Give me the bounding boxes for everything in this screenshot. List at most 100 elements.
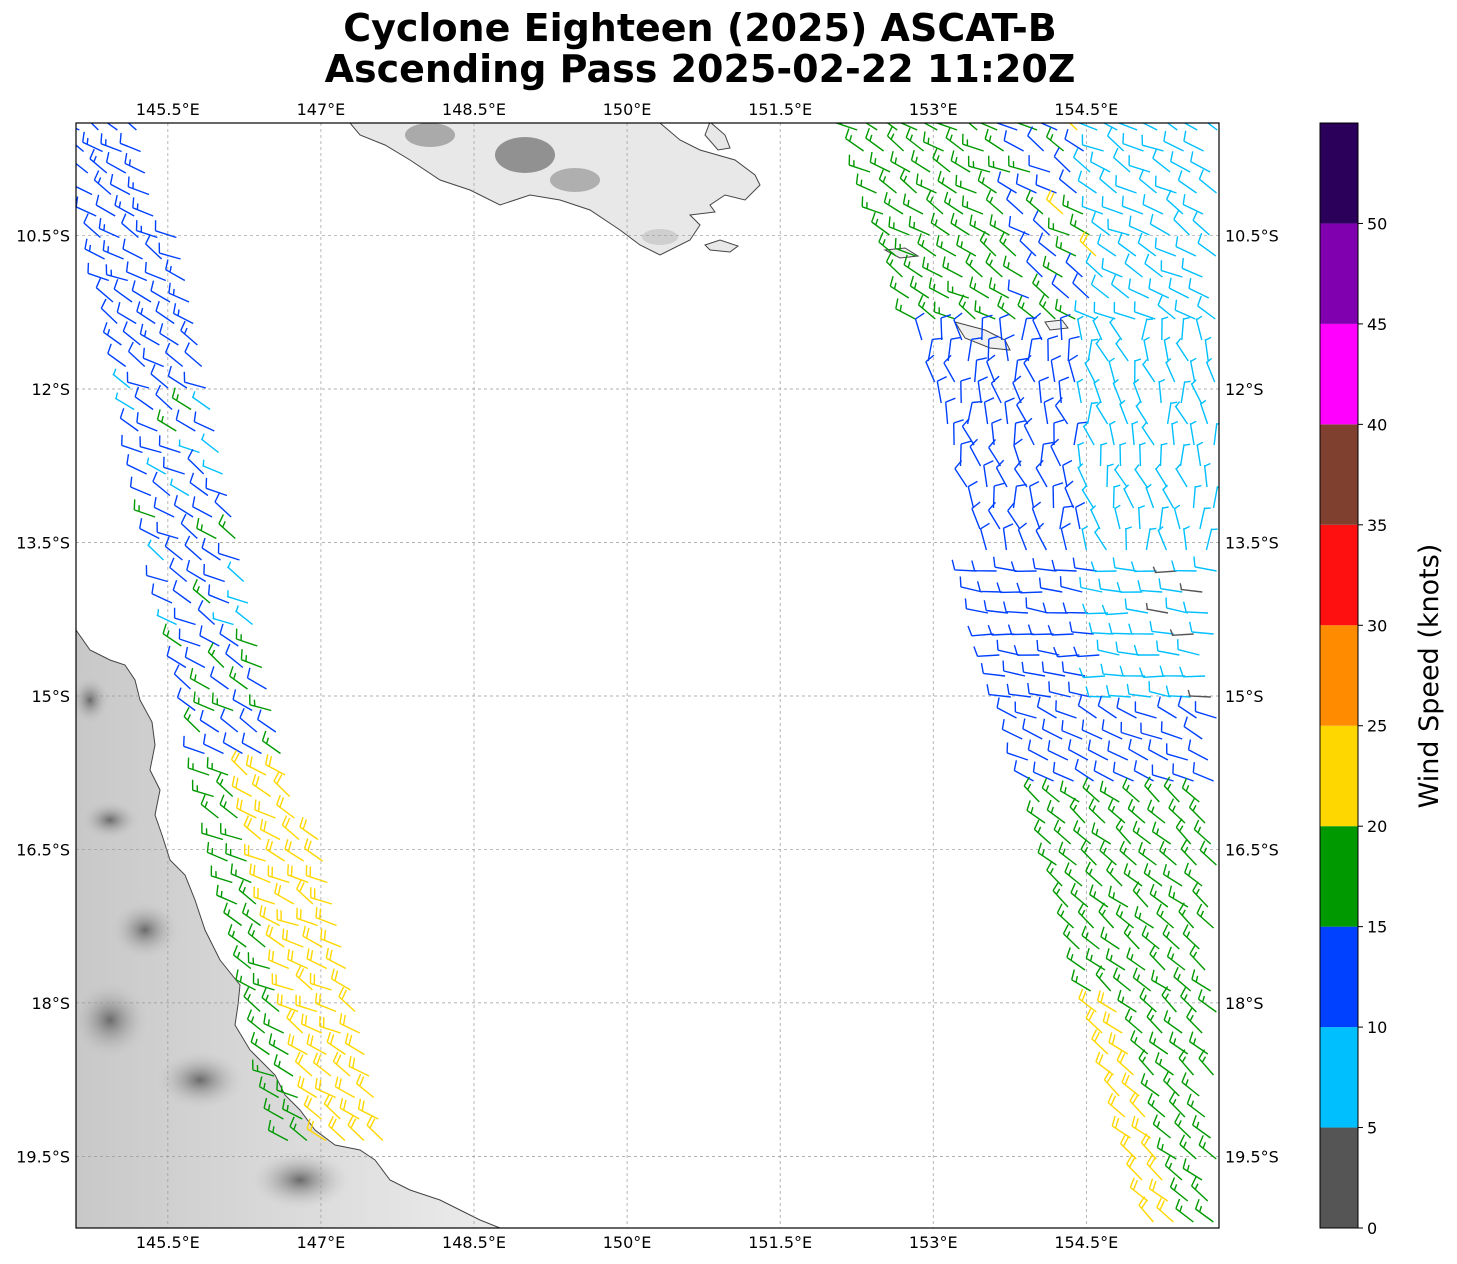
wind-barb-519: [1159, 442, 1168, 467]
lon-tick-bottom-1: 147°E: [297, 1233, 346, 1252]
wind-barb-167: [225, 843, 247, 862]
wind-barb-67: [156, 409, 177, 432]
wind-barb-367: [1079, 231, 1097, 257]
wind-barb-739: [1052, 881, 1069, 908]
wind-barb-706: [1069, 797, 1086, 824]
wind-barb-496: [961, 418, 975, 446]
wind-barb-114: [234, 605, 254, 626]
wind-barb-208: [243, 986, 261, 1013]
wind-barb-530: [1113, 464, 1128, 488]
wind-barb-461: [1108, 357, 1116, 383]
wind-barb-792: [1148, 1031, 1169, 1055]
wind-barb-507: [1189, 420, 1197, 446]
wind-barb-660: [1116, 697, 1137, 719]
wind-barb-501: [1073, 421, 1089, 446]
wind-barb-223: [306, 1033, 327, 1056]
wind-barb-729: [1180, 839, 1197, 866]
wind-barb-615: [1088, 622, 1114, 635]
wind-barb-663: [1177, 695, 1197, 719]
wind-barb-641: [1159, 665, 1186, 677]
wind-barb-325: [902, 193, 924, 215]
wind-barb-139: [257, 709, 277, 733]
wind-barb-671: [1120, 721, 1143, 740]
wind-barb-210: [276, 993, 299, 1013]
lat-tick-right-3: 15°S: [1225, 687, 1264, 706]
wind-barb-287: [848, 154, 871, 173]
wind-barb-481: [945, 397, 956, 425]
wind-barb-508: [1213, 423, 1219, 446]
wind-barb-55: [112, 368, 131, 389]
wind-barb-704: [1026, 800, 1046, 824]
wind-barb-343: [930, 212, 950, 236]
wind-barb-168: [244, 843, 266, 862]
wind-barb-489: [1095, 400, 1109, 425]
wind-barb-783: [1085, 1008, 1103, 1034]
wind-barb-726: [1119, 840, 1137, 866]
lon-tick-bottom-5: 153°E: [909, 1233, 958, 1252]
wind-barb-419: [1157, 295, 1176, 320]
wind-barb-611: [1007, 624, 1034, 636]
wind-barb-478: [1158, 378, 1166, 404]
wind-barb-250: [836, 123, 858, 131]
wind-barb-552: [1059, 505, 1075, 530]
wind-barb-669: [1081, 719, 1103, 740]
wind-barb-206: [309, 972, 332, 991]
wind-barb-79: [202, 459, 223, 475]
wind-barb-357: [878, 232, 897, 257]
wind-barb-333: [1062, 194, 1084, 215]
wind-barb-32: [125, 261, 148, 282]
wind-barb-61: [134, 386, 154, 411]
lon-tick-top-3: 150°E: [603, 100, 652, 119]
wind-barb-543: [1123, 484, 1135, 509]
wind-barb-542: [1112, 484, 1121, 509]
wind-barb-65: [119, 408, 139, 432]
wind-barb-829: [1138, 1196, 1154, 1223]
wind-barb-106: [172, 579, 192, 604]
wind-barb-4: [76, 144, 85, 153]
wind-barb-315: [1058, 169, 1077, 194]
wind-barb-110: [156, 609, 177, 626]
wind-barb-810: [1186, 1093, 1206, 1118]
wind-barb-659: [1097, 695, 1117, 719]
lat-tick-left-4: 16.5°S: [16, 840, 70, 859]
wind-barb-216: [286, 1008, 304, 1034]
wind-barb-275: [962, 133, 984, 152]
wind-barb-684: [1187, 739, 1209, 761]
wind-barb-353: [1128, 215, 1150, 236]
wind-barb-386: [1124, 253, 1143, 278]
wind-barb-318: [1115, 175, 1137, 194]
wind-barb-364: [1019, 231, 1037, 257]
wind-barb-15: [127, 176, 150, 196]
wind-barb-605: [1124, 598, 1149, 614]
wind-barb-119: [235, 628, 258, 647]
wind-barb-661: [1134, 701, 1157, 719]
wind-barb-36: [113, 278, 133, 303]
wind-barb-657: [1055, 700, 1077, 719]
wind-barb-500: [1053, 419, 1065, 446]
wind-barb-495: [953, 419, 964, 446]
wind-barb-452: [925, 354, 936, 383]
wind-barb-479: [1180, 380, 1191, 404]
colorbar-bin-7: [1320, 424, 1358, 525]
wind-barb-446: [1095, 338, 1109, 362]
wind-barb-546: [1192, 484, 1202, 509]
wind-barb-426: [999, 313, 1010, 341]
wind-barb-369: [1117, 232, 1137, 257]
colorbar-tick-label-3: 15: [1367, 918, 1387, 937]
wind-barb-732: [1064, 862, 1083, 887]
wind-barb-763: [1085, 948, 1106, 971]
wind-barb-345: [969, 214, 990, 236]
wind-barb-142: [222, 732, 243, 755]
wind-barb-459: [1068, 354, 1079, 383]
wind-barb-218: [319, 1015, 341, 1034]
wind-barb-298: [1072, 147, 1091, 173]
wind-barb-412: [1017, 295, 1036, 320]
wind-barb-434: [1161, 316, 1169, 341]
wind-barb-550: [1007, 502, 1021, 530]
wind-barb-159: [276, 794, 295, 819]
wind-barb-456: [1014, 357, 1028, 383]
wind-barb-305: [855, 173, 877, 194]
wind-barb-22: [121, 213, 139, 239]
wind-barb-760: [1162, 924, 1180, 950]
wind-barb-466: [1205, 357, 1216, 383]
